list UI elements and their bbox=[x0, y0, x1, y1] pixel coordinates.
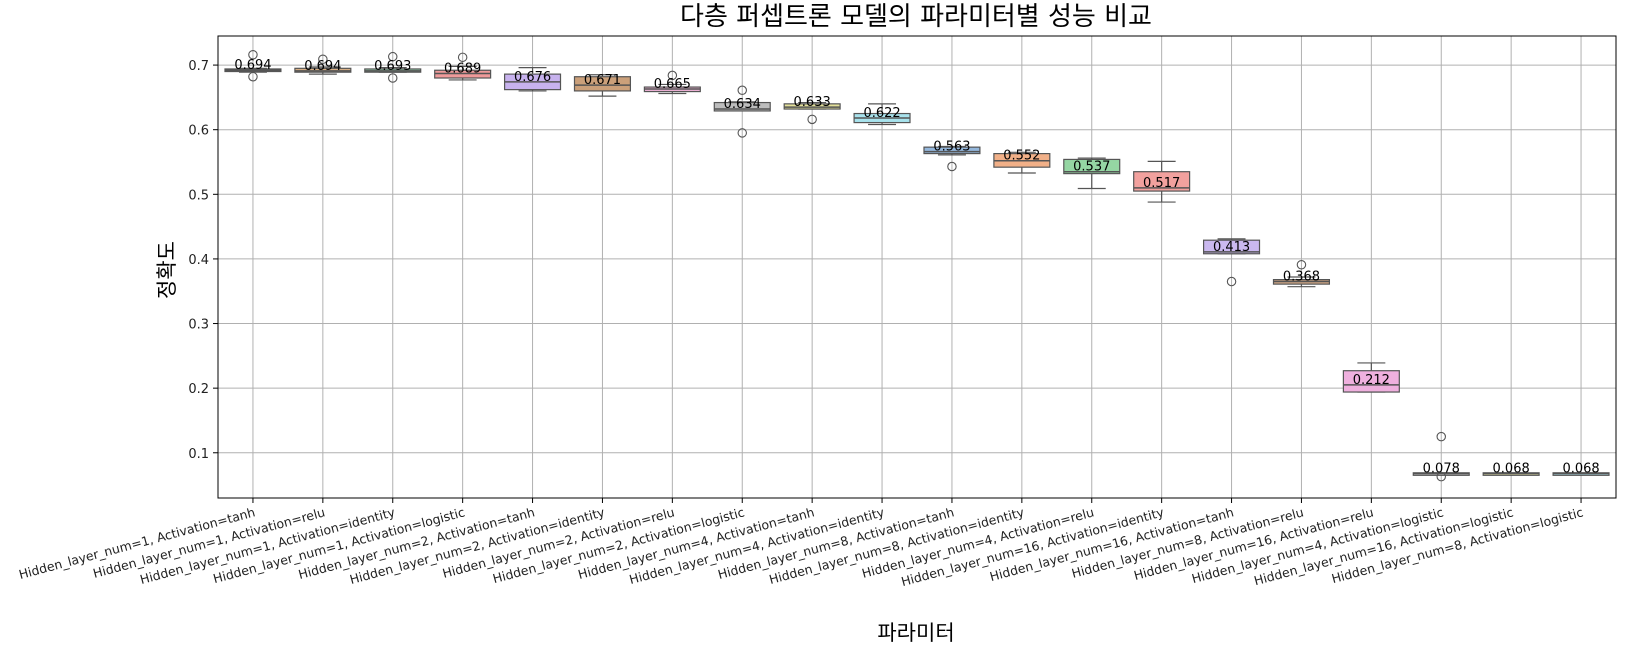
box-group bbox=[1063, 157, 1121, 190]
outlier-point bbox=[248, 49, 258, 60]
median-value-label: 0.078 bbox=[1423, 461, 1460, 476]
outlier-point bbox=[947, 161, 957, 172]
median-value-label: 0.694 bbox=[234, 58, 271, 73]
grid-lines bbox=[218, 36, 1616, 498]
median-value-label: 0.068 bbox=[1562, 461, 1599, 476]
outlier-point bbox=[807, 114, 817, 125]
outlier-point bbox=[387, 73, 398, 83]
box-group bbox=[294, 54, 352, 75]
box-group bbox=[224, 49, 282, 82]
outlier-point bbox=[1296, 259, 1307, 270]
median-value-label: 0.633 bbox=[794, 95, 831, 110]
outlier-point bbox=[457, 52, 468, 63]
box-group bbox=[1412, 431, 1470, 482]
box-group bbox=[783, 101, 841, 125]
outlier-point bbox=[667, 70, 678, 81]
median-value-label: 0.212 bbox=[1353, 373, 1390, 388]
y-axis-label: 정확도 bbox=[155, 241, 179, 299]
median-value-label: 0.694 bbox=[304, 59, 341, 74]
box-iqr bbox=[1133, 171, 1191, 192]
box-group bbox=[364, 51, 422, 83]
median-value-label: 0.676 bbox=[514, 70, 551, 85]
median-value-label: 0.563 bbox=[933, 140, 970, 155]
y-tick-label: 0.4 bbox=[188, 253, 209, 268]
median-value-label: 0.537 bbox=[1073, 160, 1110, 175]
median-value-label: 0.517 bbox=[1143, 176, 1180, 191]
box-iqr bbox=[713, 101, 771, 112]
y-tick-label: 0.3 bbox=[188, 318, 209, 333]
box-group bbox=[1133, 160, 1191, 203]
outlier-point bbox=[318, 54, 328, 65]
y-tick-label: 0.1 bbox=[188, 447, 209, 462]
outlier-point bbox=[1226, 276, 1237, 287]
box-group bbox=[643, 70, 701, 95]
box-iqr bbox=[573, 76, 632, 92]
median-value-label: 0.622 bbox=[863, 106, 900, 121]
box-group bbox=[1272, 259, 1331, 288]
y-tick-label: 0.6 bbox=[188, 124, 209, 139]
outlier-point bbox=[1436, 431, 1447, 442]
x-axis-label: 파라미터 bbox=[877, 621, 954, 645]
outlier-point bbox=[248, 71, 258, 82]
outlier-point bbox=[737, 85, 747, 96]
median-labels: 0.694 0.694 0.693 0.689 0.676 0.671 0.665 0.634… bbox=[234, 58, 1599, 476]
box-group bbox=[1552, 472, 1610, 476]
median-value-label: 0.368 bbox=[1283, 270, 1320, 285]
chart-title: 다층 퍼셉트론 모델의 파라미터별 성능 비교 bbox=[680, 2, 1152, 32]
box-group bbox=[853, 103, 911, 126]
y-tick-label: 0.7 bbox=[188, 59, 209, 74]
box-group bbox=[1202, 238, 1261, 287]
median-value-label: 0.671 bbox=[584, 73, 621, 88]
boxes bbox=[224, 49, 1610, 482]
median-value-label: 0.693 bbox=[374, 59, 411, 74]
box-group bbox=[1342, 362, 1400, 393]
box-iqr bbox=[1342, 370, 1400, 393]
median-value-label: 0.413 bbox=[1213, 240, 1250, 255]
box-group bbox=[1482, 472, 1540, 476]
y-tick-label: 0.5 bbox=[188, 188, 209, 203]
plot-frame bbox=[217, 35, 1617, 499]
median-value-label: 0.552 bbox=[1003, 149, 1040, 164]
box-group bbox=[434, 52, 492, 81]
outlier-point bbox=[1436, 471, 1447, 482]
box-group bbox=[573, 74, 632, 97]
median-value-label: 0.634 bbox=[724, 97, 761, 112]
box-group bbox=[503, 67, 562, 92]
box-iqr bbox=[1063, 158, 1121, 175]
y-axis-ticks: 0.1 0.2 0.3 0.4 0.5 0.6 0.7 bbox=[188, 59, 218, 462]
x-axis-ticks: Hidden_layer_num=1, Activation=tanhHidde… bbox=[17, 498, 1585, 589]
median-value-label: 0.068 bbox=[1493, 461, 1530, 476]
outlier-point bbox=[387, 51, 398, 62]
box-group bbox=[993, 151, 1051, 174]
box-iqr bbox=[923, 146, 981, 155]
box-group bbox=[713, 85, 771, 138]
median-value-label: 0.665 bbox=[654, 77, 691, 92]
y-tick-label: 0.2 bbox=[188, 382, 209, 397]
median-value-label: 0.689 bbox=[444, 61, 481, 76]
box-group bbox=[923, 145, 981, 172]
box-iqr bbox=[1202, 239, 1261, 255]
outlier-point bbox=[737, 128, 747, 138]
